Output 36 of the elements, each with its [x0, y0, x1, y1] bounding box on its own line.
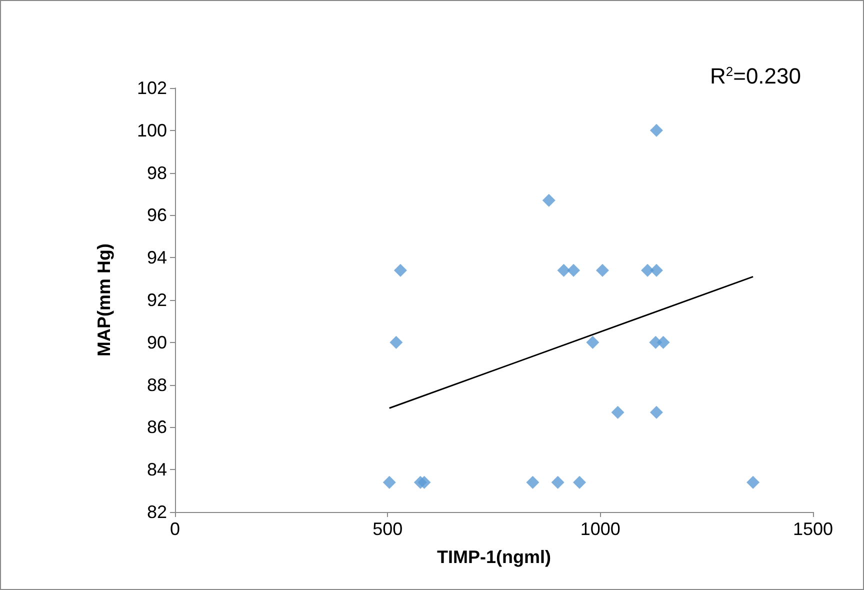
y-tick-label: 98 [146, 162, 167, 183]
point [650, 124, 663, 137]
point [611, 406, 624, 419]
y-tick-label: 92 [146, 290, 167, 310]
point [557, 264, 570, 277]
y-tick-label: 82 [146, 502, 167, 522]
point [394, 264, 407, 277]
point [656, 336, 670, 349]
y-tick-label: 100 [136, 120, 167, 140]
x-tick-label: 0 [170, 519, 180, 539]
point [551, 476, 564, 489]
y-tick-label: 94 [146, 248, 167, 268]
point [641, 264, 654, 277]
x-tick-label: 500 [372, 519, 403, 539]
point [586, 336, 600, 349]
point [418, 476, 431, 489]
point [596, 264, 609, 277]
y-tick-label: 84 [146, 460, 167, 480]
y-axis-title: MAP(mm Hg) [94, 244, 114, 356]
point [572, 476, 586, 489]
y-tick-label: 88 [146, 374, 167, 395]
y-tick-label: 102 [136, 78, 167, 98]
point [390, 336, 403, 349]
y-tick-label: 96 [146, 205, 167, 226]
point [382, 476, 396, 489]
y-tick-label: 90 [146, 332, 167, 352]
point [542, 194, 556, 207]
y-tick-label: 86 [146, 417, 167, 438]
point [526, 476, 540, 489]
x-tick-label: 1000 [580, 519, 620, 539]
point [567, 264, 580, 277]
x-tick-label: 1500 [792, 519, 834, 539]
point [746, 476, 760, 489]
x-axis-title: TIMP-1(ngml) [437, 547, 551, 567]
point [650, 406, 663, 419]
point [650, 264, 663, 277]
